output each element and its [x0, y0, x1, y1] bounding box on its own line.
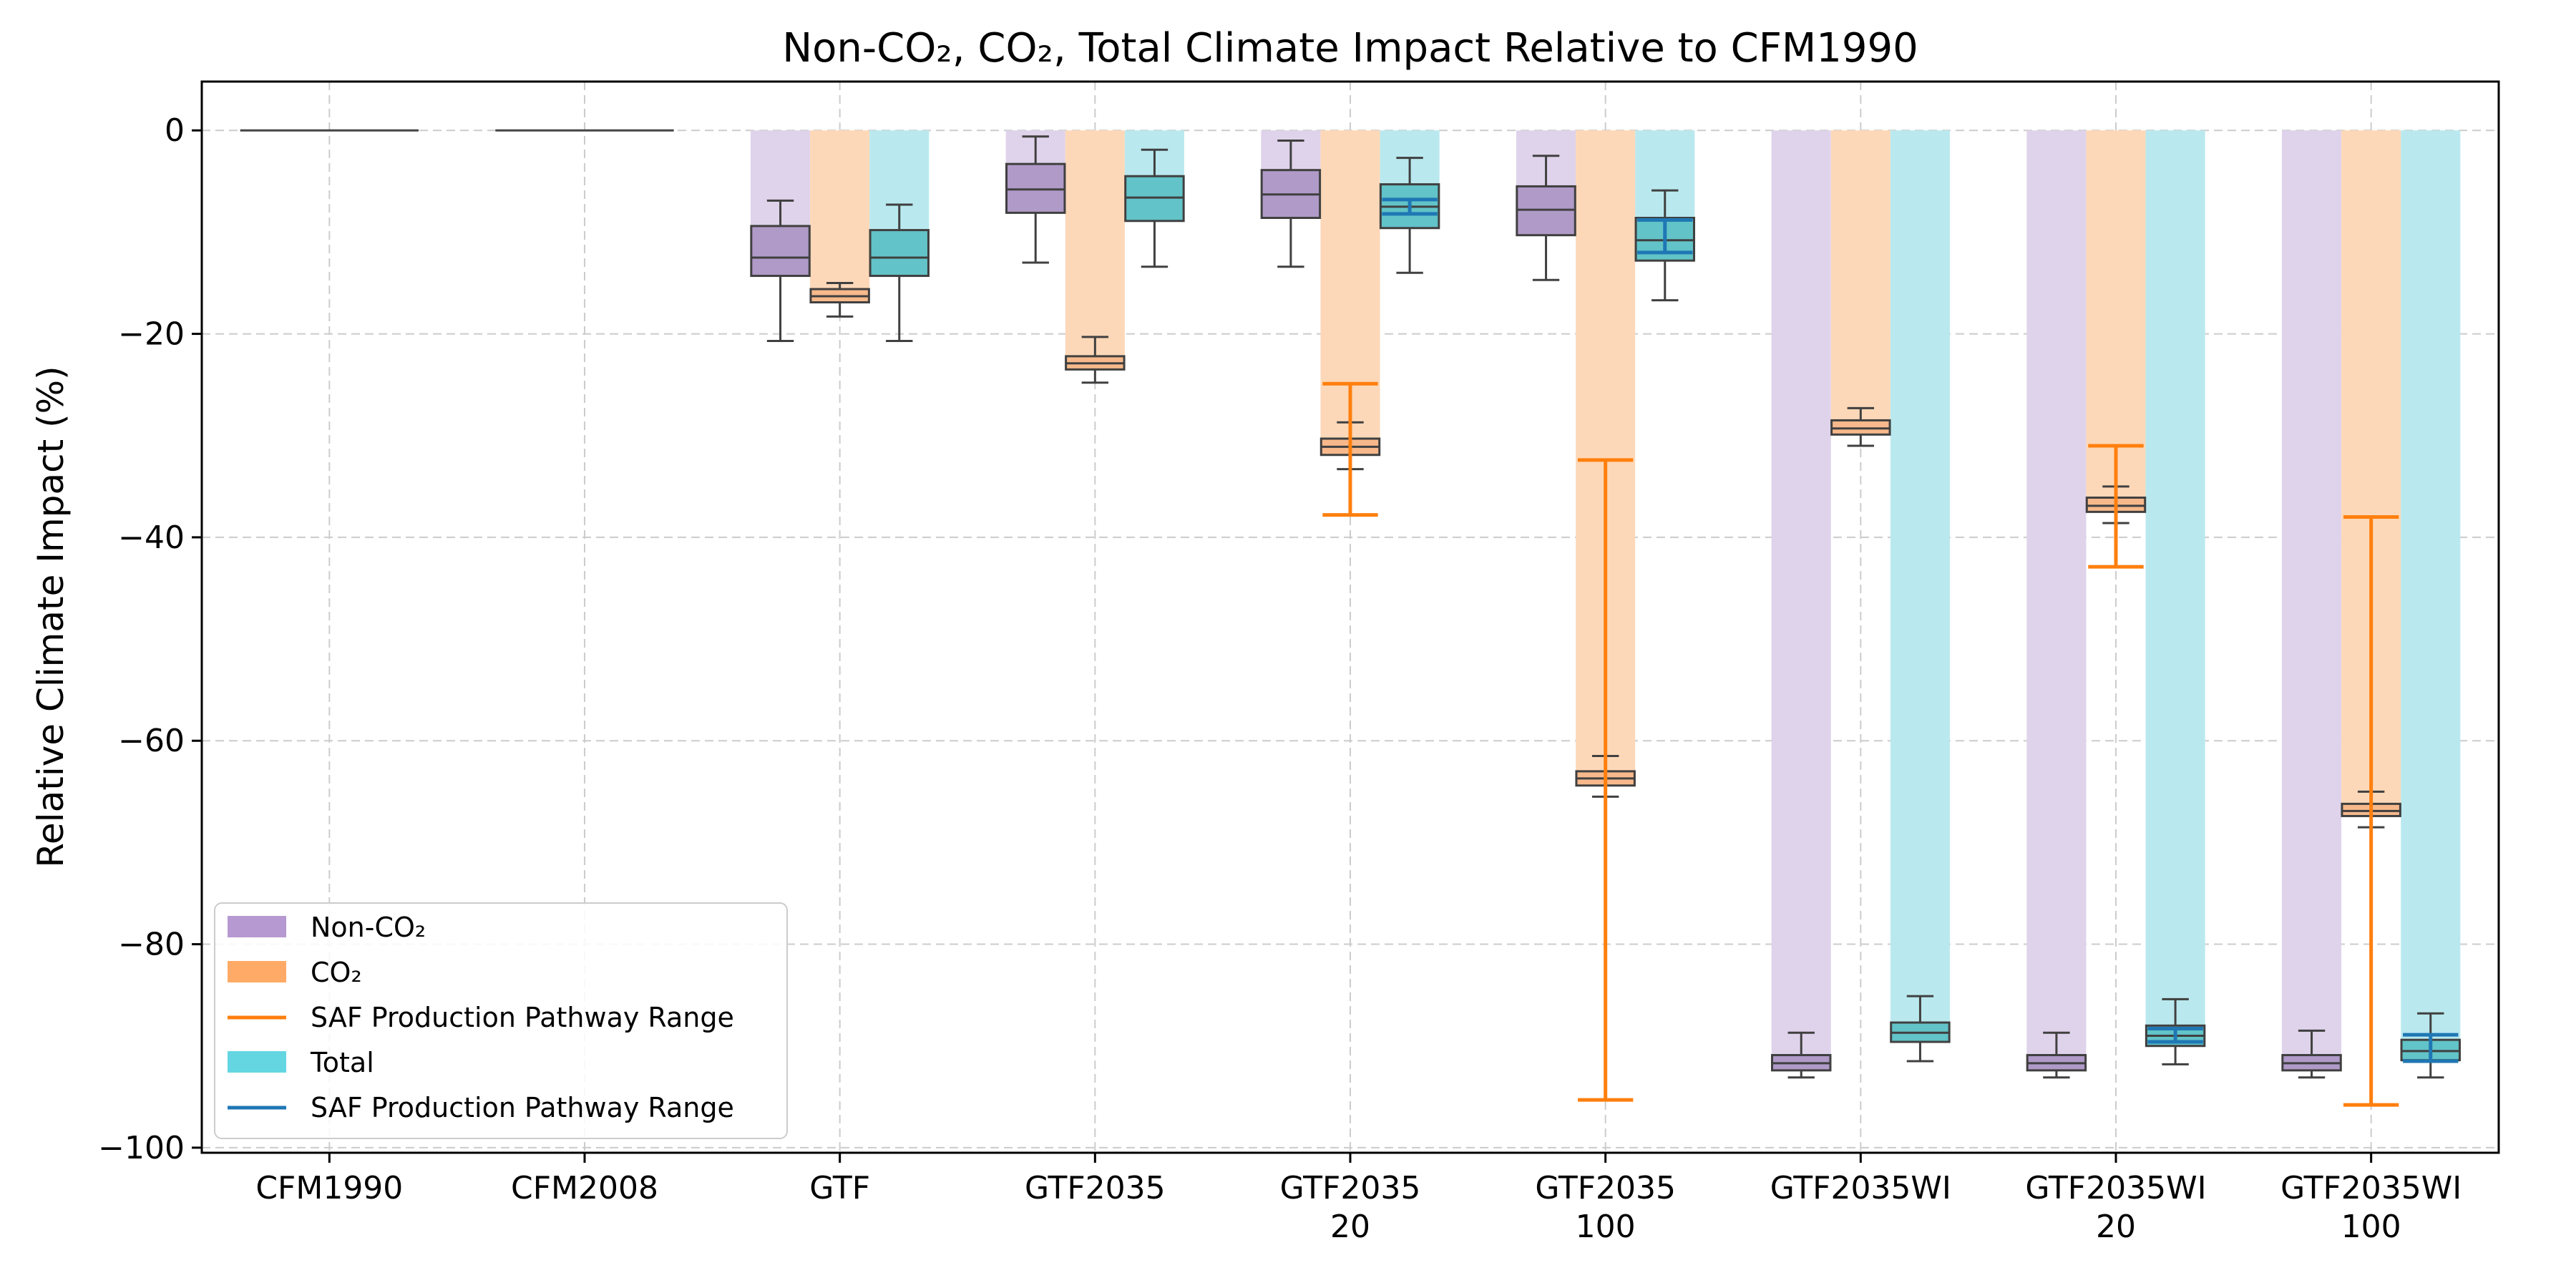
- x-tick-label: CFM1990: [255, 1170, 403, 1206]
- legend-label: Non-CO₂: [311, 912, 426, 943]
- plot-area: [240, 129, 2461, 1107]
- axes: 0 −20 −40 −60 −80 −100 CFM1990 CFM2008 GTF GTF203…: [98, 112, 2462, 1245]
- x-tick-label: GTF: [809, 1170, 870, 1206]
- legend-swatch: [228, 916, 286, 937]
- legend-frame: [214, 902, 788, 1139]
- total-box: [869, 229, 930, 278]
- chart-title: Non-CO₂, CO₂, Total Climate Impact Relat…: [782, 25, 1918, 72]
- co2-bar: [1065, 130, 1125, 364]
- x-tick-label-line: CFM1990: [255, 1170, 403, 1206]
- x-tick-label-line: GTF2035: [1025, 1170, 1166, 1206]
- nonco2-bar: [2282, 130, 2342, 1063]
- legend-swatch: [228, 1051, 286, 1073]
- co2-bar: [1830, 130, 1890, 429]
- x-tick-label-line: 100: [2341, 1209, 2401, 1245]
- legend-label: SAF Production Pathway Range: [311, 1092, 734, 1123]
- legend-swatch: [228, 961, 286, 982]
- x-tick-label-line: 100: [1576, 1209, 1636, 1245]
- x-tick-label-line: GTF2035: [1280, 1170, 1421, 1206]
- x-tick-label-line: GTF2035WI: [2025, 1170, 2206, 1206]
- x-tick-label-line: 20: [1330, 1209, 1370, 1245]
- x-tick-label: GTF2035 20: [1280, 1170, 1421, 1245]
- x-tick-label-line: GTF2035: [1535, 1170, 1676, 1206]
- x-tick-label: GTF2035WI 100: [2280, 1170, 2462, 1245]
- x-tick-label-line: GTF2035WI: [2280, 1170, 2462, 1206]
- nonco2-bar: [2026, 130, 2087, 1063]
- x-tick-label-line: GTF2035WI: [1770, 1170, 1951, 1206]
- x-tick-label: CFM2008: [511, 1170, 658, 1206]
- y-tick-label: −80: [118, 927, 185, 963]
- y-tick-label: −100: [98, 1130, 185, 1166]
- x-tick-label: GTF2035WI: [1770, 1170, 1951, 1206]
- total-bar: [1890, 130, 1950, 1033]
- x-tick-label: GTF2035 100: [1535, 1170, 1676, 1245]
- y-tick-label: −40: [118, 519, 185, 556]
- legend-label: SAF Production Pathway Range: [311, 1002, 734, 1033]
- x-tick-label: GTF2035: [1025, 1170, 1166, 1206]
- legend-label: CO₂: [311, 957, 362, 988]
- total-bar: [2145, 130, 2205, 1036]
- legend: Non-CO₂ CO₂ SAF Production Pathway Range To…: [214, 902, 788, 1139]
- nonco2-box: [750, 225, 811, 278]
- x-tick-label-line: GTF: [809, 1170, 870, 1206]
- co2-bar: [810, 130, 870, 296]
- y-tick-label: −20: [118, 316, 185, 353]
- total-bar: [2401, 130, 2461, 1051]
- y-axis-title: Relative Climate Impact (%): [30, 366, 72, 867]
- co2-bar: [2086, 130, 2146, 506]
- x-tick-label-line: 20: [2096, 1209, 2136, 1245]
- legend-label: Total: [310, 1047, 374, 1078]
- y-tick-label: 0: [165, 112, 185, 149]
- x-tick-label: GTF2035WI 20: [2025, 1170, 2206, 1245]
- x-tick-label-line: CFM2008: [511, 1170, 658, 1206]
- y-tick-label: −60: [118, 723, 185, 759]
- nonco2-bar: [1771, 130, 1831, 1063]
